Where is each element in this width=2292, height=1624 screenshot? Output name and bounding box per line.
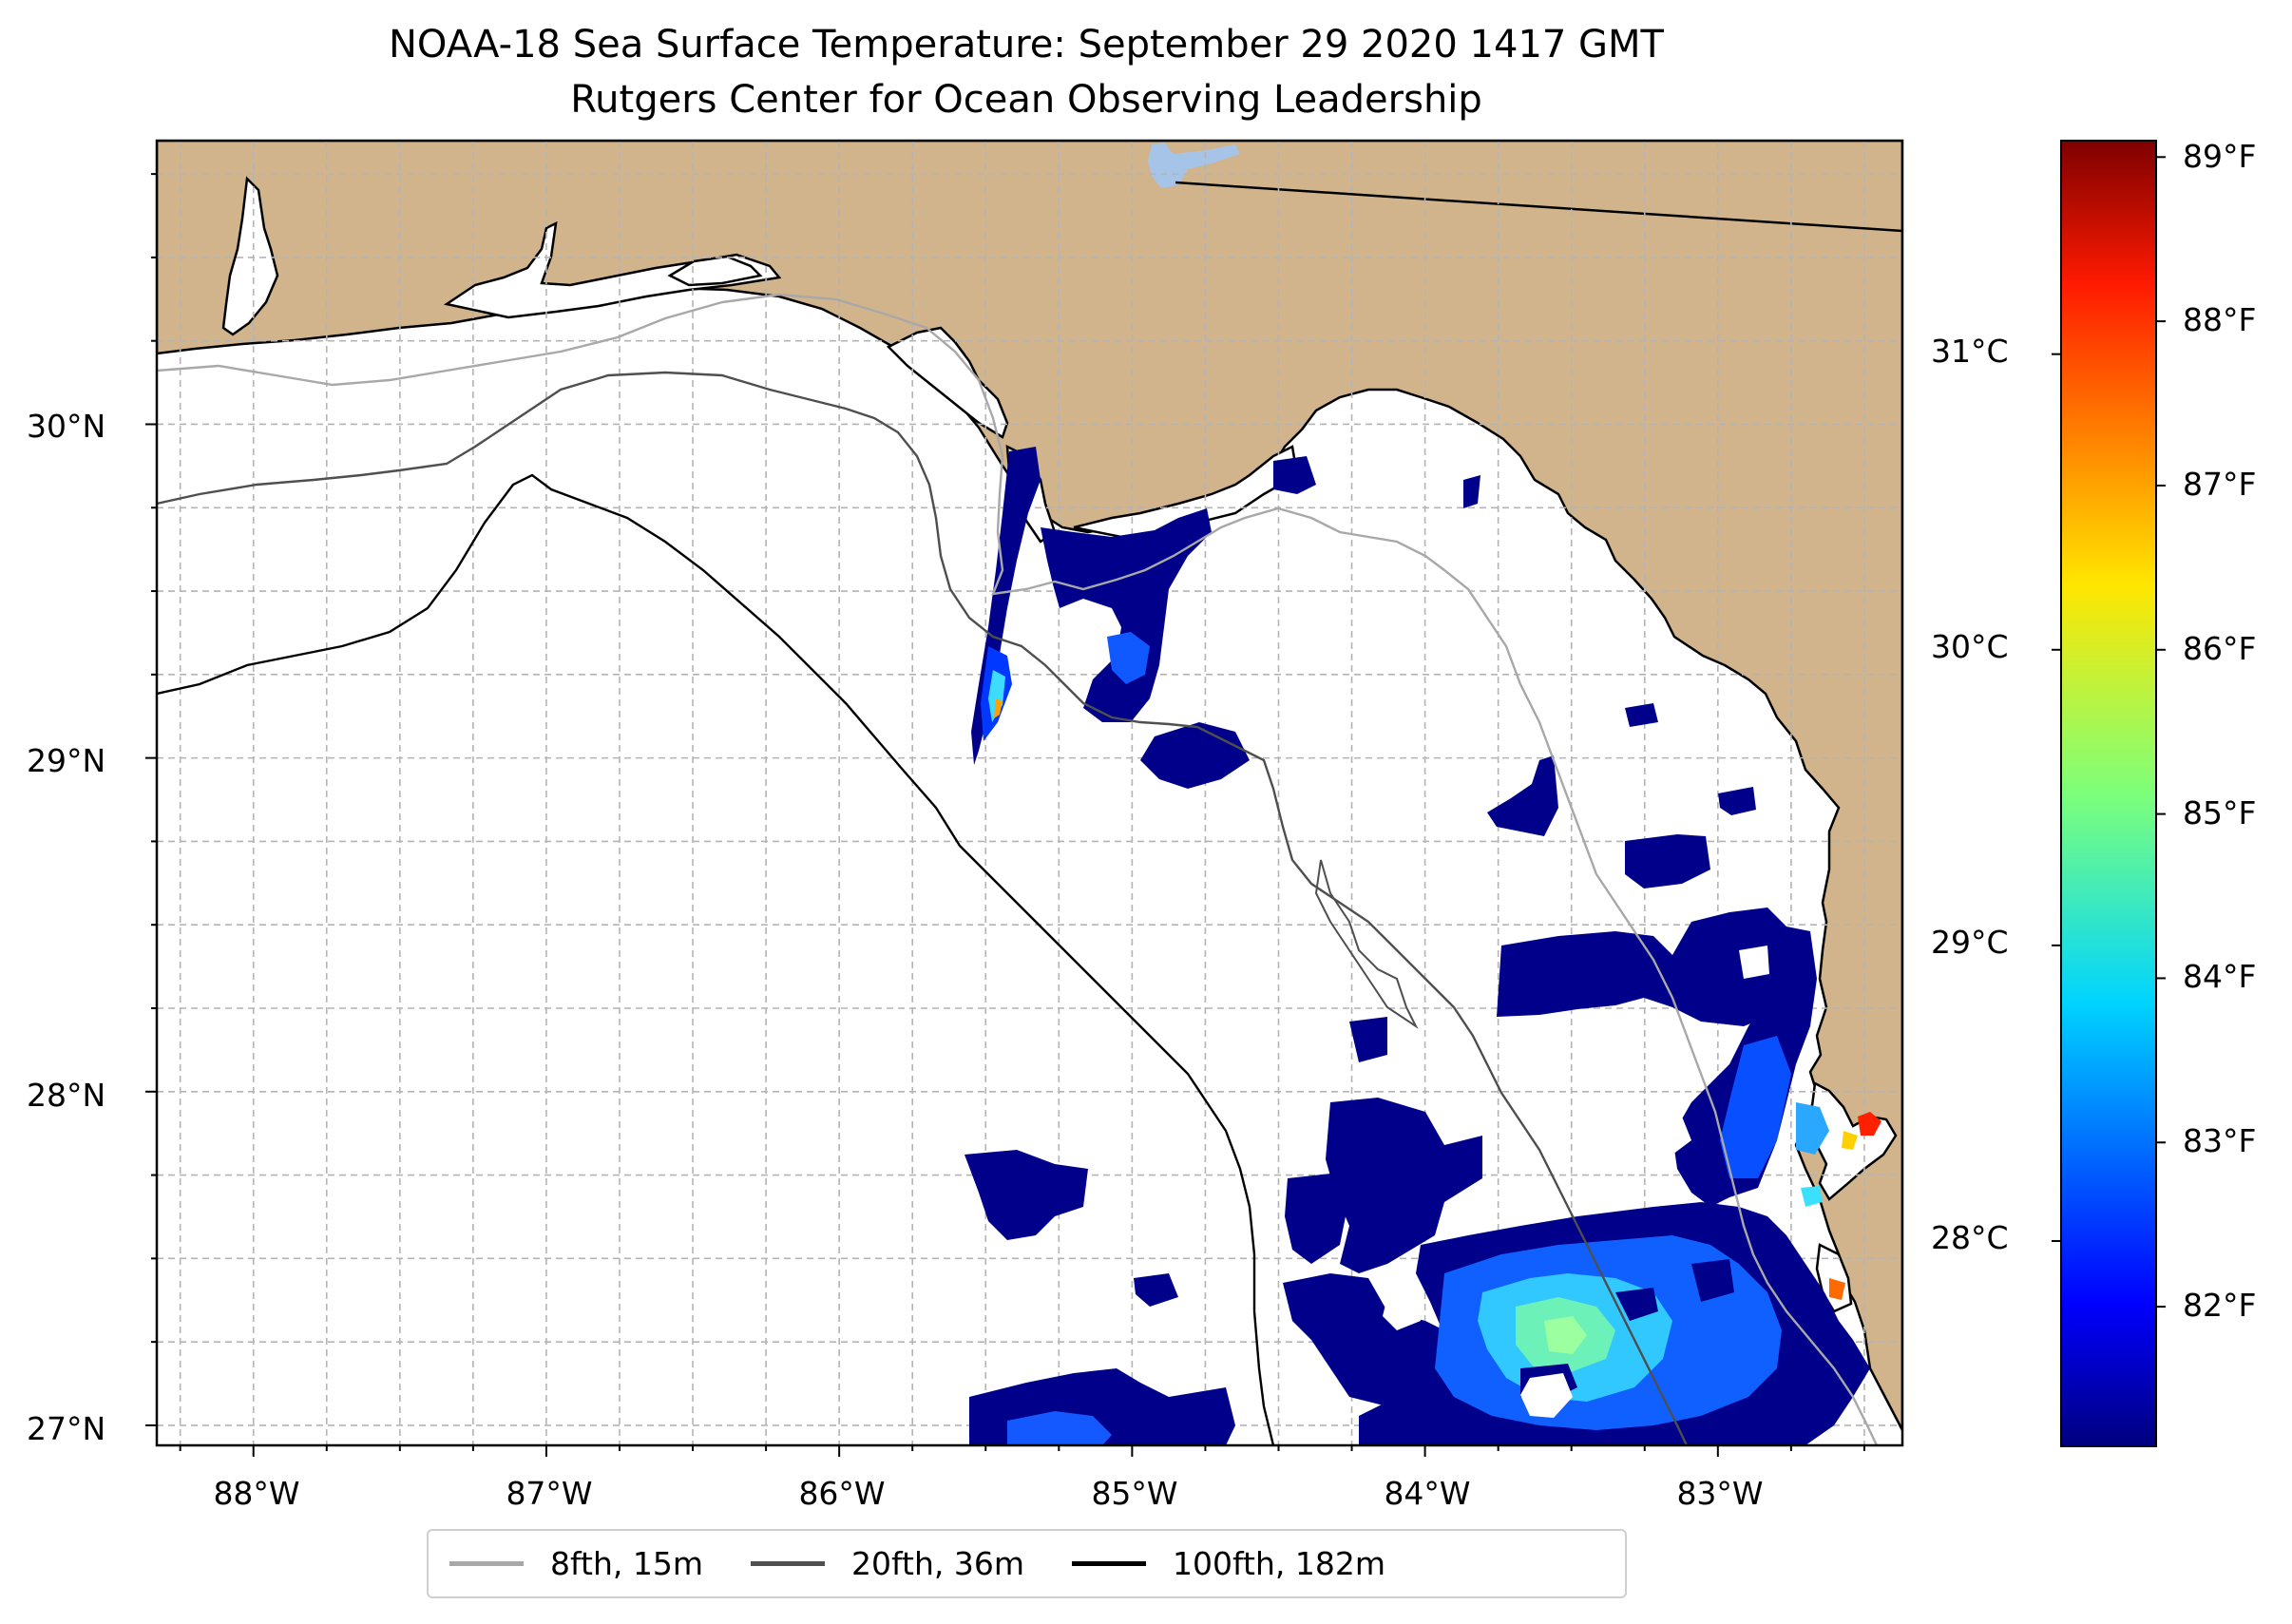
lake [1148, 143, 1240, 188]
cbar-fahrenheit-83: 83°F [2183, 1122, 2257, 1159]
isobath-20fth [157, 371, 1689, 1445]
cbar-fahrenheit-85: 85°F [2183, 794, 2257, 831]
lat-label-30: 30°N [27, 408, 106, 445]
map-subtitle: Rutgers Center for Ocean Observing Leade… [570, 78, 1482, 122]
cbar-celsius-31: 31°C [1931, 333, 2009, 370]
isobath-20fth-shoal [1314, 859, 1419, 1029]
lat-label-29: 29°N [27, 742, 106, 779]
isobath-8fth [157, 293, 1879, 1445]
lon-label-86: 86°W [798, 1475, 886, 1512]
map-title: NOAA-18 Sea Surface Temperature: Septemb… [389, 23, 1664, 67]
cbar-fahrenheit-88: 88°F [2183, 301, 2257, 338]
cbar-fahrenheit-89: 89°F [2183, 138, 2257, 175]
legend-item-100fth: 100fth, 182m [1072, 1545, 1385, 1582]
lon-label-88: 88°W [213, 1475, 300, 1512]
lat-label-27: 27°N [27, 1410, 106, 1447]
cbar-celsius-29: 29°C [1931, 924, 2009, 961]
colorbar [2060, 140, 2157, 1447]
map-frame [155, 139, 1904, 1447]
state-border [1175, 181, 1902, 233]
cbar-celsius-28: 28°C [1931, 1219, 2009, 1256]
land [157, 141, 1902, 1431]
cbar-celsius-30: 30°C [1931, 628, 2009, 665]
lon-label-87: 87°W [506, 1475, 593, 1512]
lat-label-28: 28°N [27, 1077, 106, 1114]
legend-swatch-8fth [449, 1561, 524, 1566]
legend-label-20fth: 20fth, 36m [851, 1545, 1025, 1582]
legend-item-8fth: 8fth, 15m [449, 1545, 703, 1582]
st-andrew-bay [886, 326, 1009, 439]
legend-swatch-100fth [1072, 1561, 1147, 1566]
lon-label-84: 84°W [1384, 1475, 1471, 1512]
legend-item-20fth: 20fth, 36m [751, 1545, 1024, 1582]
legend-label-100fth: 100fth, 182m [1173, 1545, 1386, 1582]
cbar-fahrenheit-86: 86°F [2183, 630, 2257, 667]
isobath-100fth [157, 473, 1275, 1445]
isobath-legend: 8fth, 15m 20fth, 36m 100fth, 182m [427, 1529, 1627, 1598]
cbar-fahrenheit-82: 82°F [2183, 1287, 2257, 1324]
cbar-fahrenheit-87: 87°F [2183, 466, 2257, 503]
legend-label-8fth: 8fth, 15m [550, 1545, 704, 1582]
colorbar-ticks [2052, 156, 2166, 1309]
lon-label-83: 83°W [1676, 1475, 1764, 1512]
lon-label-85: 85°W [1091, 1475, 1178, 1512]
mobile-bay [221, 176, 279, 336]
sst-data [965, 447, 1881, 1445]
cbar-fahrenheit-84: 84°F [2183, 958, 2257, 995]
axis-ticks [145, 173, 1865, 1457]
legend-swatch-20fth [751, 1561, 826, 1566]
pensacola-bay [443, 220, 782, 319]
